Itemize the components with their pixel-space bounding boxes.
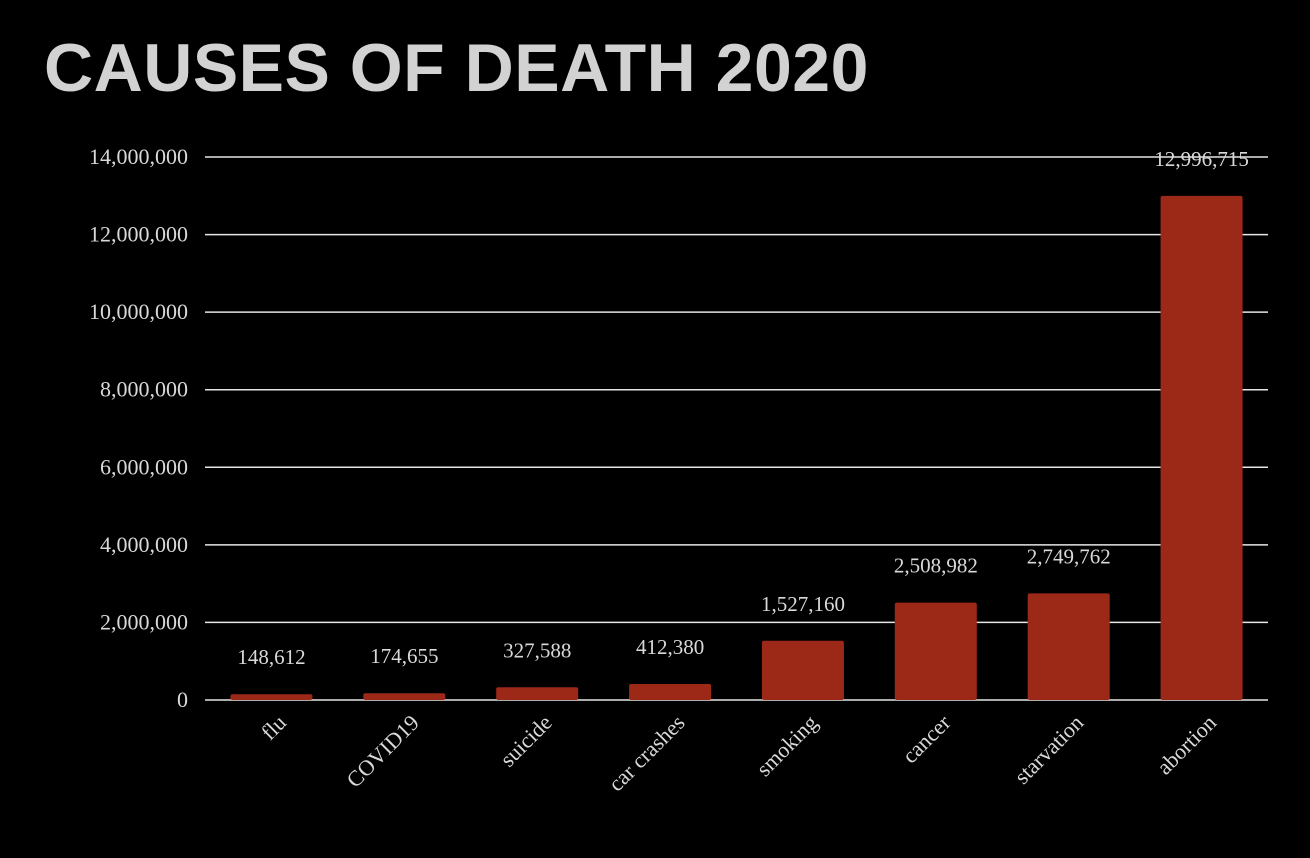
x-tick-label: suicide <box>495 710 557 772</box>
x-tick-label: COVID19 <box>341 710 423 792</box>
chart-title: CAUSES OF DEATH 2020 <box>44 30 869 106</box>
bars <box>230 195 1243 700</box>
x-tick-label: starvation <box>1009 710 1088 789</box>
y-tick-label: 12,000,000 <box>89 222 188 247</box>
y-tick-label: 0 <box>177 687 188 712</box>
data-label: 2,508,982 <box>894 554 978 578</box>
x-tick-label: flu <box>256 710 291 745</box>
data-labels: 148,612 174,655 327,588 412,380 1,527,160 2,5… <box>237 147 1249 669</box>
data-label: 412,380 <box>636 635 704 659</box>
bar-smoking <box>761 640 844 700</box>
x-tick-label: cancer <box>897 709 956 768</box>
y-tick-label: 10,000,000 <box>89 299 188 324</box>
x-tick-label: abortion <box>1152 710 1222 780</box>
bar-starvation <box>1027 593 1110 700</box>
y-tick-label: 8,000,000 <box>100 377 188 402</box>
bar-car-crashes <box>629 684 712 700</box>
y-tick-label: 14,000,000 <box>89 144 188 169</box>
bar-suicide <box>496 687 579 700</box>
x-tick-label: car crashes <box>603 710 689 796</box>
bar-cancer <box>894 602 977 700</box>
data-label: 12,996,715 <box>1154 147 1249 171</box>
y-tick-label: 2,000,000 <box>100 609 188 634</box>
bar-covid19 <box>363 693 446 700</box>
data-label: 1,527,160 <box>761 592 845 616</box>
bar-abortion <box>1160 195 1243 700</box>
y-tick-label: 6,000,000 <box>100 454 188 479</box>
y-axis-tick-labels: 0 2,000,000 4,000,000 6,000,000 8,000,000 10,… <box>89 144 188 712</box>
y-tick-label: 4,000,000 <box>100 532 188 557</box>
x-tick-label: smoking <box>751 710 822 781</box>
bar-flu <box>230 694 313 700</box>
x-axis-category-labels: flu COVID19 suicide car crashes smoking cance… <box>256 709 1221 796</box>
data-label: 2,749,762 <box>1027 544 1111 568</box>
data-label: 327,588 <box>503 638 571 662</box>
data-label: 174,655 <box>370 644 438 668</box>
data-label: 148,612 <box>237 645 305 669</box>
